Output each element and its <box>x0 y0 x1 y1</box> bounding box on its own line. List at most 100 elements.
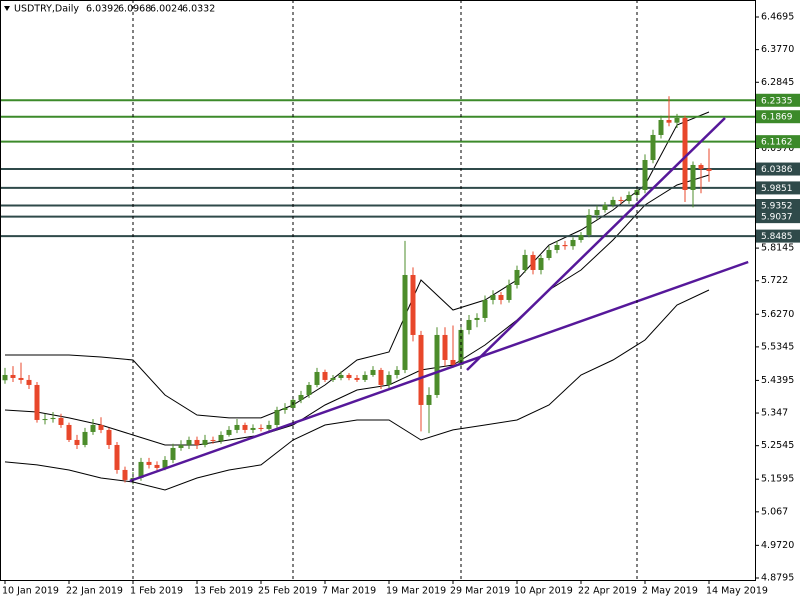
candle-body <box>314 371 320 385</box>
candle-body <box>298 394 304 400</box>
candle-body <box>2 374 8 381</box>
candle-body <box>570 239 576 247</box>
candle-body <box>690 164 696 190</box>
y-tick-label: 5.1595 <box>761 474 794 485</box>
band-middle <box>4 174 710 446</box>
y-tick-label: 5.722 <box>761 275 788 286</box>
candle-body <box>114 444 120 470</box>
candle-body <box>218 434 224 441</box>
x-tick-label: 10 Jan 2019 <box>2 586 59 597</box>
x-tick-label: 1 Feb 2019 <box>130 586 183 597</box>
candle-body <box>450 359 456 365</box>
trendline <box>129 260 749 483</box>
open-value: 6.0392 <box>86 4 119 15</box>
candle-body <box>122 469 128 480</box>
candle-body <box>282 407 288 410</box>
close-value: 6.0332 <box>182 4 215 15</box>
candle-body <box>490 294 496 300</box>
candle-body <box>18 377 24 380</box>
chart-title: USDTRY,Daily <box>14 4 79 15</box>
level-price-label: 5.9352 <box>761 202 793 212</box>
level-price-box <box>756 210 800 224</box>
y-tick-label: 5.6270 <box>761 309 794 320</box>
candle-body <box>578 234 584 240</box>
candle-body <box>546 249 552 258</box>
candle-body <box>554 244 560 250</box>
level-price-box <box>756 93 800 107</box>
candle-body <box>602 204 608 210</box>
y-tick-label: 5.2545 <box>761 440 794 451</box>
candle-body <box>362 374 368 380</box>
y-tick-label: 6.0970 <box>761 143 794 154</box>
menu-triangle <box>4 6 10 11</box>
level-price-box <box>756 162 800 176</box>
x-tick-label: 19 Mar 2019 <box>386 586 446 597</box>
x-tick-label: 29 Mar 2019 <box>450 586 510 597</box>
candle-body <box>202 439 208 445</box>
y-tick-label: 5.067 <box>761 506 788 517</box>
candle-body <box>474 317 480 320</box>
candle-body <box>698 164 704 169</box>
candle-body <box>90 424 96 432</box>
candle-body <box>458 329 464 365</box>
x-tick-label: 22 Apr 2019 <box>578 586 637 597</box>
candle-body <box>354 377 360 380</box>
candle-body <box>658 119 664 135</box>
x-tick-label: 7 Mar 2019 <box>322 586 376 597</box>
candle-body <box>322 371 328 380</box>
candle-body <box>706 168 712 171</box>
level-price-label: 6.1162 <box>761 138 793 148</box>
candle-body <box>426 394 432 405</box>
candle-body <box>234 424 240 430</box>
candle-body <box>498 294 504 300</box>
y-tick-label: 6.3770 <box>761 44 794 55</box>
candle-body <box>146 461 152 465</box>
candle-body <box>626 195 632 202</box>
candle-body <box>346 374 352 378</box>
y-tick-label: 4.8795 <box>761 572 794 583</box>
candle-body <box>210 439 216 441</box>
candle-body <box>562 244 568 247</box>
x-tick-label: 25 Feb 2019 <box>258 586 317 597</box>
candle-body <box>442 334 448 360</box>
x-tick-label: 13 Feb 2019 <box>194 586 253 597</box>
candle-body <box>594 209 600 215</box>
candle-body <box>106 429 112 445</box>
y-tick-label: 5.4395 <box>761 375 794 386</box>
level-price-label: 5.9851 <box>761 184 793 194</box>
candle-body <box>306 384 312 395</box>
low-value: 6.0024 <box>150 4 183 15</box>
y-tick-label: 6.4695 <box>761 12 794 23</box>
level-price-box <box>756 135 800 149</box>
candle-body <box>330 377 336 380</box>
candle-body <box>98 424 104 430</box>
candle-body <box>434 334 440 395</box>
candle-body <box>666 119 672 123</box>
level-price-box <box>756 110 800 124</box>
candle-body <box>522 254 528 270</box>
candle-body <box>50 417 56 420</box>
candle-body <box>274 409 280 425</box>
y-tick-label: 5.8145 <box>761 243 794 254</box>
candle-body <box>226 429 232 435</box>
candle-body <box>250 427 256 430</box>
plot-area <box>0 96 755 491</box>
candle-body <box>42 419 48 421</box>
candle-body <box>10 374 16 378</box>
x-tick-label: 10 Apr 2019 <box>514 586 573 597</box>
candle-body <box>586 214 592 235</box>
candle-body <box>66 424 72 440</box>
candle-body <box>258 427 264 429</box>
candle-body <box>466 319 472 330</box>
candle-body <box>154 464 160 468</box>
candle-body <box>610 199 616 205</box>
candle-body <box>26 379 32 385</box>
y-tick-label: 6.2845 <box>761 77 794 88</box>
candle-body <box>378 369 384 385</box>
x-tick-label: 14 May 2019 <box>706 586 768 597</box>
plot-border <box>0 0 756 581</box>
candle-body <box>266 424 272 429</box>
candle-body <box>170 447 176 460</box>
